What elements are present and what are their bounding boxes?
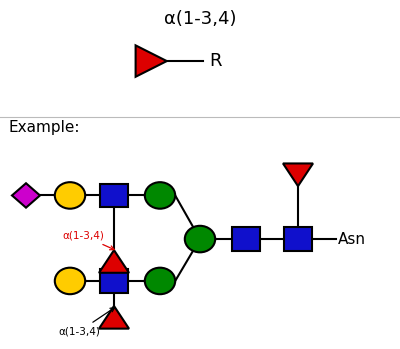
Polygon shape xyxy=(99,250,129,273)
Text: Example:: Example: xyxy=(8,120,80,135)
Polygon shape xyxy=(136,45,167,77)
Polygon shape xyxy=(283,163,313,186)
Circle shape xyxy=(145,182,175,209)
Circle shape xyxy=(55,268,85,294)
Bar xyxy=(100,269,128,293)
Bar xyxy=(100,184,128,207)
Circle shape xyxy=(185,226,215,252)
Text: α(1-3,4): α(1-3,4) xyxy=(58,308,114,336)
Circle shape xyxy=(145,268,175,294)
Circle shape xyxy=(55,182,85,209)
Bar xyxy=(232,227,260,251)
Bar xyxy=(284,227,312,251)
Text: R: R xyxy=(209,52,221,70)
Polygon shape xyxy=(12,183,40,208)
Text: Asn: Asn xyxy=(338,232,366,246)
Polygon shape xyxy=(99,306,129,329)
Text: α(1-3,4): α(1-3,4) xyxy=(164,10,236,28)
Text: α(1-3,4): α(1-3,4) xyxy=(62,231,114,250)
